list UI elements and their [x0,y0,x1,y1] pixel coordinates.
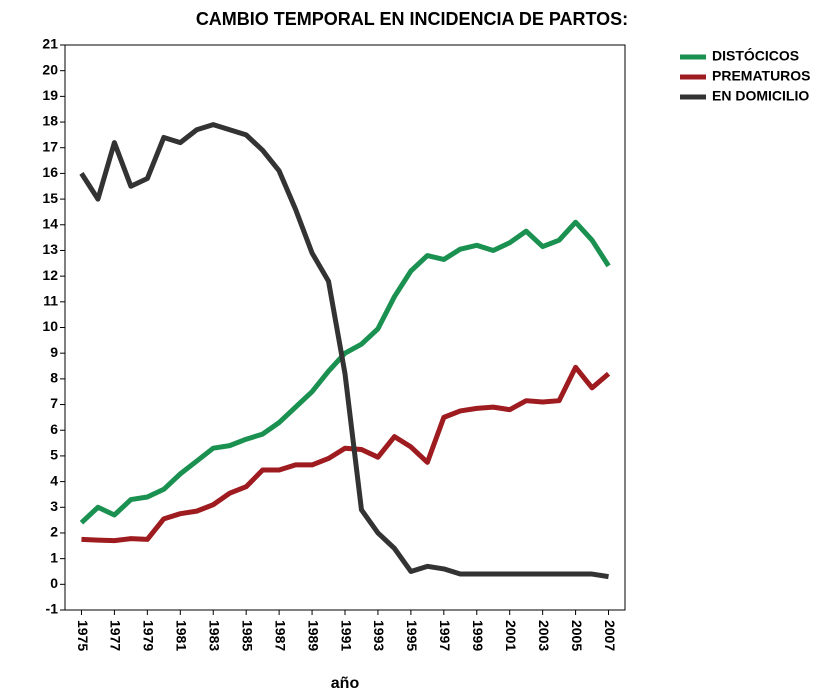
y-tick-label: 12 [42,267,58,283]
x-tick-label: 1981 [174,620,190,651]
x-tick-label: 1977 [108,620,124,651]
y-tick-label: 6 [50,421,58,437]
y-tick-label: 0 [50,575,58,591]
x-axis-label: año [331,675,360,692]
y-tick-label: 7 [50,395,58,411]
x-tick-label: 2007 [602,620,618,651]
y-tick-label: 14 [42,215,58,231]
x-tick-label: 1997 [437,620,453,651]
y-tick-label: 13 [42,241,58,257]
x-tick-label: 1989 [305,620,321,651]
y-tick-label: 2 [50,524,58,540]
y-tick-label: 3 [50,498,58,514]
y-tick-label: 11 [43,293,58,309]
x-tick-label: 1983 [207,620,223,651]
y-tick-label: 20 [42,61,58,77]
x-tick-label: 2003 [536,620,552,651]
y-tick-label: 1 [50,549,58,565]
legend-label: DISTÓCICOS [712,47,799,64]
plot-frame [64,44,626,611]
y-tick-label: 17 [42,138,58,154]
y-tick-label: 18 [42,113,58,129]
y-tick-label: 10 [42,318,58,334]
x-tick-label: 1999 [470,620,486,651]
x-tick-label: 1987 [272,620,288,651]
data-line [79,122,609,580]
x-tick-label: 1991 [338,620,354,651]
legend-label: EN DOMICILIO [712,88,809,104]
y-tick-label: 21 [42,36,58,52]
x-tick-label: 1995 [404,620,420,651]
x-tick-label: 2001 [503,620,519,651]
chart-title: CAMBIO TEMPORAL EN INCIDENCIA DE PARTOS: [196,9,628,29]
x-tick-label: 1993 [371,620,387,651]
x-tick-label: 1979 [141,620,157,651]
y-tick-label: 8 [50,370,58,386]
data-line [81,364,611,544]
y-tick-label: 19 [42,87,58,103]
x-tick-label: 1975 [75,620,91,651]
data-line [79,219,611,525]
y-tick-label: 4 [50,472,58,488]
y-tick-label: 5 [50,447,58,463]
legend-label: PREMATUROS [712,68,811,84]
y-tick-label: 9 [50,344,58,360]
x-tick-label: 2005 [569,620,585,651]
y-tick-label: 15 [42,190,58,206]
y-tick-label: 16 [42,164,58,180]
y-tick-label: -1 [46,601,59,617]
x-tick-label: 1985 [239,620,255,651]
